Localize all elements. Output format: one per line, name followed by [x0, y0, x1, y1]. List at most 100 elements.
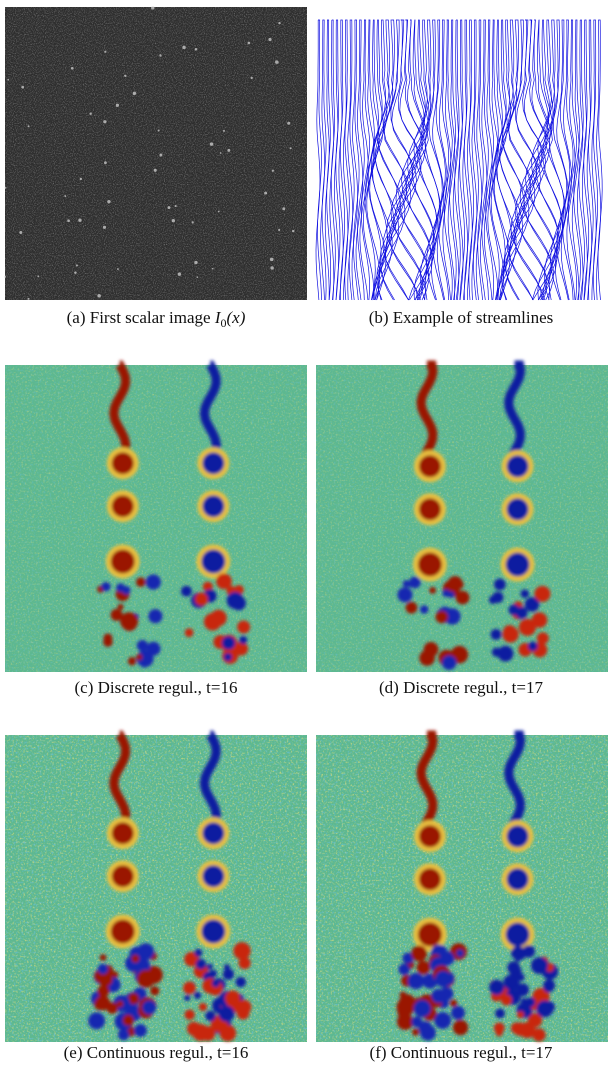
particle [151, 6, 155, 10]
streamline [583, 19, 590, 301]
eddy [416, 960, 431, 975]
eddy [142, 1000, 157, 1015]
eddy [398, 994, 416, 1011]
particle [167, 206, 171, 209]
streamline [503, 19, 531, 301]
particle [194, 48, 198, 51]
streamline [578, 19, 585, 301]
eddy [236, 1006, 250, 1020]
eddy [226, 592, 244, 609]
streamline [443, 19, 453, 301]
eddy [209, 969, 218, 978]
eddy [411, 945, 428, 962]
eddy [195, 958, 207, 970]
particle [287, 121, 291, 125]
eddy [497, 645, 514, 662]
eddy [136, 639, 149, 652]
particle [268, 37, 272, 42]
particle [103, 120, 107, 124]
eddy [183, 981, 196, 995]
vortex [506, 455, 529, 478]
streamline [364, 19, 376, 301]
vortex-street [181, 360, 251, 665]
particle [79, 177, 82, 181]
eddy [211, 979, 220, 988]
eddy [536, 632, 549, 645]
streamline [477, 19, 484, 301]
eddy [508, 604, 520, 616]
streamline [413, 19, 438, 301]
streamline [510, 19, 543, 301]
math-argument: (x) [227, 308, 246, 327]
eddy [455, 590, 470, 605]
eddy [538, 645, 547, 655]
vortex-street [97, 360, 163, 668]
eddy [520, 997, 528, 1005]
eddy [186, 1021, 202, 1036]
vortex [111, 822, 134, 845]
particle [159, 54, 162, 57]
particle [67, 219, 70, 223]
eddy [412, 1028, 420, 1036]
eddy [405, 601, 418, 614]
field-noise [5, 735, 307, 1042]
caption: (d) Discrete regul., t=17 [379, 678, 543, 697]
eddy [127, 993, 140, 1005]
eddy [237, 620, 251, 634]
vortex [505, 552, 530, 577]
streamline [556, 19, 571, 301]
vortex [418, 455, 441, 478]
streamline [315, 19, 321, 301]
eddy [429, 586, 437, 594]
eddy [148, 609, 163, 624]
eddy [116, 1000, 124, 1008]
eddy [145, 574, 161, 590]
caption-text: Discrete regul., t=17 [403, 678, 543, 697]
particle [171, 218, 176, 223]
particle [70, 66, 74, 70]
image-grain [5, 7, 307, 300]
streamline [452, 19, 460, 301]
particle [264, 191, 268, 195]
eddy [397, 587, 413, 603]
eddy [531, 612, 548, 628]
streamline [593, 19, 598, 301]
eddy [435, 610, 449, 624]
streamline [548, 19, 566, 301]
vortex-filament [416, 730, 438, 830]
vortex [202, 452, 225, 475]
particle [159, 153, 163, 157]
particle [211, 267, 214, 270]
streamline [463, 19, 470, 301]
eddy [490, 628, 502, 640]
particle [115, 103, 120, 107]
vortex [506, 498, 529, 521]
eddy [127, 657, 137, 666]
streamline [342, 19, 349, 301]
streamline [479, 19, 488, 301]
eddy [222, 968, 235, 980]
streamline [424, 19, 442, 301]
eddy [527, 641, 538, 652]
particle [289, 147, 292, 150]
particle [27, 297, 30, 300]
eddy [516, 983, 530, 997]
eddy [218, 1005, 235, 1022]
particle [174, 204, 177, 208]
particle [275, 60, 279, 64]
eddy [518, 618, 537, 636]
streamline [562, 19, 574, 301]
particle [269, 257, 274, 262]
eddy [525, 997, 536, 1008]
particle [270, 266, 274, 270]
vortex-filament [199, 730, 221, 829]
streamline [523, 19, 554, 301]
eddy [184, 628, 194, 637]
particle [78, 218, 82, 222]
vortex [202, 495, 225, 518]
streamline [426, 19, 443, 301]
streamline [485, 19, 495, 301]
vortex [202, 822, 225, 845]
vortex [202, 865, 225, 888]
streamline [471, 19, 478, 301]
